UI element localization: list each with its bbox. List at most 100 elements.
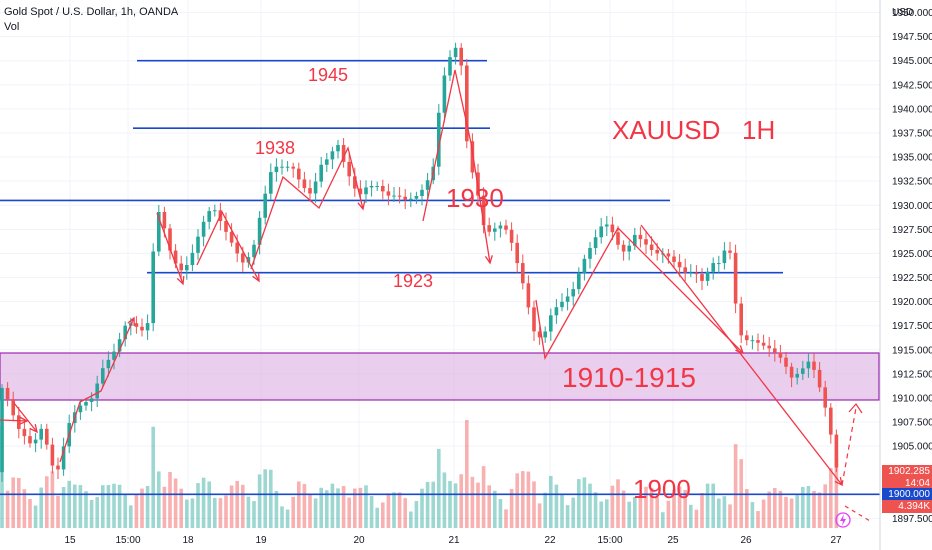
- volume-bar: [549, 475, 553, 528]
- price-tick-label: 1925.000: [892, 249, 932, 260]
- volume-bar: [498, 499, 503, 528]
- candle-body: [621, 244, 626, 252]
- projection-arrow: [844, 505, 871, 522]
- candle-body: [700, 274, 704, 281]
- price-tick-label: 1910.000: [892, 393, 932, 404]
- candle-body: [330, 151, 335, 160]
- countdown-badge: 14:04: [882, 477, 932, 490]
- volume-bar: [95, 497, 99, 528]
- candle-body: [694, 272, 699, 275]
- lightning-icon[interactable]: [835, 512, 851, 528]
- volume-bar: [761, 499, 766, 528]
- time-tick-label: 27: [830, 535, 842, 546]
- candle-body: [263, 193, 267, 218]
- candle-body: [45, 428, 49, 445]
- volume-bar: [459, 474, 463, 528]
- candle-body: [493, 228, 497, 232]
- volume-bar: [789, 498, 794, 528]
- volume-bar: [487, 485, 491, 528]
- level-1938-label: 1938: [255, 138, 295, 158]
- candle-body: [196, 236, 200, 253]
- volume-bar: [722, 496, 727, 528]
- level-1930-label: 1930: [446, 183, 504, 213]
- candle-body: [717, 263, 721, 265]
- candle-body: [106, 359, 111, 369]
- trend-arrow: [156, 212, 184, 285]
- candle-body: [655, 249, 659, 254]
- volume-bar: [577, 479, 581, 528]
- candle-body: [11, 399, 15, 416]
- price-tick-label: 1897.500: [892, 514, 932, 525]
- candle-body: [179, 263, 183, 271]
- volume-bar: [173, 478, 178, 528]
- volume-bar: [644, 486, 648, 528]
- candle-body: [420, 189, 424, 197]
- candle-body: [750, 340, 755, 342]
- arrow-head: [848, 403, 863, 414]
- candle-body: [50, 444, 55, 466]
- candle-body: [711, 263, 715, 272]
- volume-bar: [403, 498, 407, 528]
- candle-body: [235, 242, 239, 254]
- time-tick-label: 25: [667, 535, 679, 546]
- symbol-label: XAUUSD 1H: [612, 115, 775, 145]
- candle-body: [364, 187, 368, 195]
- volume-bar: [700, 493, 704, 528]
- volume-bar: [414, 501, 419, 528]
- candle-body: [571, 289, 575, 297]
- volume-bar: [280, 506, 284, 528]
- volume-bar: [84, 491, 88, 528]
- volume-bar: [448, 480, 452, 528]
- level-1945-label: 1945: [308, 65, 348, 85]
- candle-body: [487, 225, 491, 232]
- candle-body: [297, 168, 301, 180]
- volume-bar: [397, 492, 402, 528]
- volume-bar: [392, 492, 396, 528]
- candle-body: [599, 226, 603, 238]
- volume-bar: [285, 509, 290, 528]
- price-tick-label: 1932.500: [892, 177, 932, 188]
- volume-bar: [515, 473, 519, 528]
- arrow-head: [176, 275, 185, 286]
- arrow-head: [19, 416, 29, 425]
- candle-body: [89, 398, 94, 402]
- price-tick-label: 1935.000: [892, 153, 932, 164]
- volume-bar: [375, 507, 379, 528]
- volume-bar: [672, 489, 676, 528]
- candle-body: [112, 351, 116, 360]
- volume-bar: [201, 477, 206, 528]
- candle-body: [336, 145, 340, 152]
- level-1923-label: 1923: [393, 271, 433, 291]
- candle-body: [280, 166, 284, 168]
- candle-body: [795, 373, 799, 378]
- candle-body: [593, 237, 598, 249]
- volume-bar: [420, 488, 424, 528]
- price-tick-label: 1937.500: [892, 128, 932, 139]
- price-tick-label: 1930.000: [892, 201, 932, 212]
- candle-body: [285, 166, 290, 168]
- candle-body: [470, 141, 475, 173]
- arrow-head: [484, 255, 493, 265]
- volume-bar: [817, 492, 822, 528]
- candle-body: [633, 234, 637, 246]
- candle-body: [728, 250, 732, 253]
- price-tick-label: 1942.500: [892, 80, 932, 91]
- trend-arrow: [13, 402, 38, 433]
- trend-arrow: [0, 419, 28, 422]
- volume-bar: [106, 485, 111, 528]
- candle-body: [437, 112, 441, 167]
- volume-bar: [196, 483, 200, 528]
- candle-body: [823, 387, 827, 408]
- volume-bar: [795, 495, 799, 528]
- volume-bar: [560, 494, 564, 528]
- candle-body: [409, 198, 413, 200]
- candle-body: [123, 325, 127, 340]
- candle-body: [425, 180, 430, 190]
- candle-body: [347, 161, 351, 177]
- time-tick-label: 21: [448, 535, 460, 546]
- price-tick-label: 1920.000: [892, 297, 932, 308]
- candle-body: [560, 301, 564, 308]
- arrow-head: [29, 424, 38, 434]
- volume-bar: [28, 498, 32, 528]
